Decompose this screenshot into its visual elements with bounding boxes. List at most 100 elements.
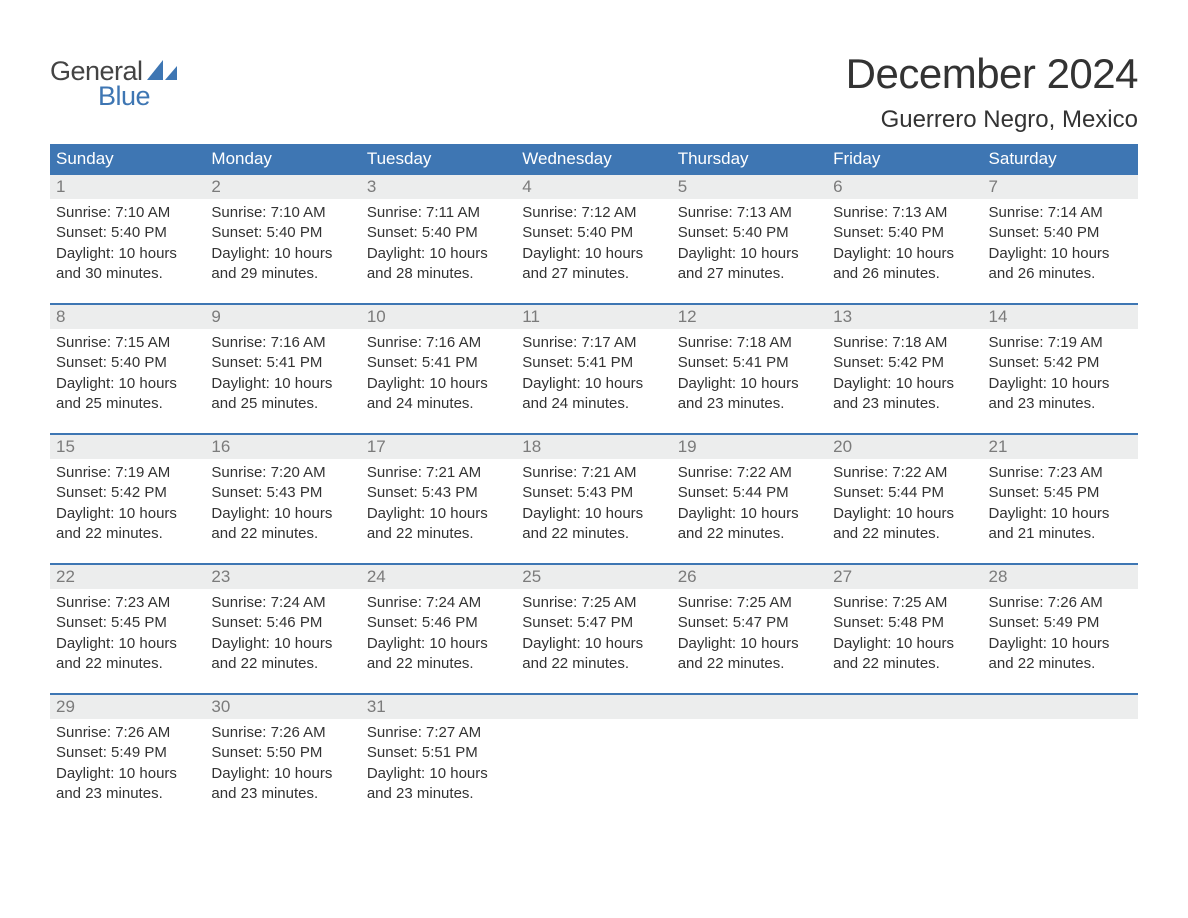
day-cell: 17Sunrise: 7:21 AMSunset: 5:43 PMDayligh…	[361, 435, 516, 563]
day-cell: 4Sunrise: 7:12 AMSunset: 5:40 PMDaylight…	[516, 175, 671, 303]
sunrise-line: Sunrise: 7:14 AM	[989, 203, 1132, 223]
empty-day-bar	[983, 695, 1138, 719]
day-body: Sunrise: 7:16 AMSunset: 5:41 PMDaylight:…	[205, 329, 360, 414]
daylight-line-1: Daylight: 10 hours	[367, 374, 510, 394]
daylight-line-1: Daylight: 10 hours	[211, 374, 354, 394]
sunrise-line: Sunrise: 7:24 AM	[211, 593, 354, 613]
week-row: 15Sunrise: 7:19 AMSunset: 5:42 PMDayligh…	[50, 433, 1138, 563]
day-body: Sunrise: 7:26 AMSunset: 5:50 PMDaylight:…	[205, 719, 360, 804]
daylight-line-1: Daylight: 10 hours	[989, 634, 1132, 654]
day-cell: 28Sunrise: 7:26 AMSunset: 5:49 PMDayligh…	[983, 565, 1138, 693]
empty-day-bar	[672, 695, 827, 719]
day-cell: 23Sunrise: 7:24 AMSunset: 5:46 PMDayligh…	[205, 565, 360, 693]
day-number: 3	[361, 175, 516, 199]
sunset-line: Sunset: 5:42 PM	[989, 353, 1132, 373]
day-cell: 8Sunrise: 7:15 AMSunset: 5:40 PMDaylight…	[50, 305, 205, 433]
daylight-line-1: Daylight: 10 hours	[678, 244, 821, 264]
sunset-line: Sunset: 5:40 PM	[211, 223, 354, 243]
day-cell: 30Sunrise: 7:26 AMSunset: 5:50 PMDayligh…	[205, 695, 360, 823]
day-cell: 31Sunrise: 7:27 AMSunset: 5:51 PMDayligh…	[361, 695, 516, 823]
daylight-line-2: and 25 minutes.	[56, 394, 199, 414]
sunset-line: Sunset: 5:41 PM	[211, 353, 354, 373]
day-number: 21	[983, 435, 1138, 459]
day-number: 15	[50, 435, 205, 459]
sunrise-line: Sunrise: 7:13 AM	[833, 203, 976, 223]
weekday-monday: Monday	[205, 144, 360, 175]
day-body: Sunrise: 7:25 AMSunset: 5:48 PMDaylight:…	[827, 589, 982, 674]
sunset-line: Sunset: 5:40 PM	[56, 223, 199, 243]
sunset-line: Sunset: 5:43 PM	[211, 483, 354, 503]
week-row: 8Sunrise: 7:15 AMSunset: 5:40 PMDaylight…	[50, 303, 1138, 433]
day-cell: 29Sunrise: 7:26 AMSunset: 5:49 PMDayligh…	[50, 695, 205, 823]
day-body: Sunrise: 7:22 AMSunset: 5:44 PMDaylight:…	[827, 459, 982, 544]
day-body: Sunrise: 7:20 AMSunset: 5:43 PMDaylight:…	[205, 459, 360, 544]
day-cell	[827, 695, 982, 823]
month-title: December 2024	[846, 50, 1138, 98]
daylight-line-2: and 22 minutes.	[678, 524, 821, 544]
sunset-line: Sunset: 5:42 PM	[56, 483, 199, 503]
daylight-line-1: Daylight: 10 hours	[56, 374, 199, 394]
empty-day-bar	[516, 695, 671, 719]
sunrise-line: Sunrise: 7:20 AM	[211, 463, 354, 483]
day-body: Sunrise: 7:10 AMSunset: 5:40 PMDaylight:…	[50, 199, 205, 284]
sunrise-line: Sunrise: 7:23 AM	[56, 593, 199, 613]
day-body: Sunrise: 7:18 AMSunset: 5:42 PMDaylight:…	[827, 329, 982, 414]
daylight-line-1: Daylight: 10 hours	[522, 244, 665, 264]
logo-text-blue: Blue	[98, 81, 177, 112]
day-number: 16	[205, 435, 360, 459]
daylight-line-2: and 29 minutes.	[211, 264, 354, 284]
day-cell: 25Sunrise: 7:25 AMSunset: 5:47 PMDayligh…	[516, 565, 671, 693]
day-body: Sunrise: 7:10 AMSunset: 5:40 PMDaylight:…	[205, 199, 360, 284]
day-number: 18	[516, 435, 671, 459]
week-row: 1Sunrise: 7:10 AMSunset: 5:40 PMDaylight…	[50, 175, 1138, 303]
week-row: 29Sunrise: 7:26 AMSunset: 5:49 PMDayligh…	[50, 693, 1138, 823]
sunrise-line: Sunrise: 7:18 AM	[678, 333, 821, 353]
sunrise-line: Sunrise: 7:26 AM	[56, 723, 199, 743]
day-cell: 20Sunrise: 7:22 AMSunset: 5:44 PMDayligh…	[827, 435, 982, 563]
location-subtitle: Guerrero Negro, Mexico	[846, 106, 1138, 134]
sunrise-line: Sunrise: 7:23 AM	[989, 463, 1132, 483]
sunset-line: Sunset: 5:41 PM	[522, 353, 665, 373]
day-number: 10	[361, 305, 516, 329]
daylight-line-2: and 23 minutes.	[211, 784, 354, 804]
sunset-line: Sunset: 5:41 PM	[678, 353, 821, 373]
daylight-line-2: and 24 minutes.	[367, 394, 510, 414]
day-cell: 7Sunrise: 7:14 AMSunset: 5:40 PMDaylight…	[983, 175, 1138, 303]
daylight-line-1: Daylight: 10 hours	[522, 374, 665, 394]
sunrise-line: Sunrise: 7:15 AM	[56, 333, 199, 353]
daylight-line-1: Daylight: 10 hours	[833, 634, 976, 654]
sunrise-line: Sunrise: 7:18 AM	[833, 333, 976, 353]
day-number: 22	[50, 565, 205, 589]
daylight-line-2: and 23 minutes.	[989, 394, 1132, 414]
sunset-line: Sunset: 5:40 PM	[833, 223, 976, 243]
day-cell: 6Sunrise: 7:13 AMSunset: 5:40 PMDaylight…	[827, 175, 982, 303]
day-cell: 2Sunrise: 7:10 AMSunset: 5:40 PMDaylight…	[205, 175, 360, 303]
daylight-line-2: and 22 minutes.	[678, 654, 821, 674]
sunrise-line: Sunrise: 7:21 AM	[367, 463, 510, 483]
sunset-line: Sunset: 5:48 PM	[833, 613, 976, 633]
sunset-line: Sunset: 5:47 PM	[678, 613, 821, 633]
sunrise-line: Sunrise: 7:27 AM	[367, 723, 510, 743]
daylight-line-2: and 22 minutes.	[833, 524, 976, 544]
daylight-line-2: and 22 minutes.	[989, 654, 1132, 674]
daylight-line-2: and 27 minutes.	[522, 264, 665, 284]
daylight-line-2: and 23 minutes.	[367, 784, 510, 804]
day-number: 12	[672, 305, 827, 329]
day-body: Sunrise: 7:27 AMSunset: 5:51 PMDaylight:…	[361, 719, 516, 804]
sunrise-line: Sunrise: 7:13 AM	[678, 203, 821, 223]
sunset-line: Sunset: 5:42 PM	[833, 353, 976, 373]
day-cell: 15Sunrise: 7:19 AMSunset: 5:42 PMDayligh…	[50, 435, 205, 563]
sunrise-line: Sunrise: 7:24 AM	[367, 593, 510, 613]
daylight-line-1: Daylight: 10 hours	[367, 504, 510, 524]
daylight-line-1: Daylight: 10 hours	[678, 504, 821, 524]
sail-icon	[147, 60, 177, 80]
day-number: 31	[361, 695, 516, 719]
daylight-line-1: Daylight: 10 hours	[56, 244, 199, 264]
sunset-line: Sunset: 5:44 PM	[833, 483, 976, 503]
daylight-line-2: and 25 minutes.	[211, 394, 354, 414]
day-cell: 27Sunrise: 7:25 AMSunset: 5:48 PMDayligh…	[827, 565, 982, 693]
sunset-line: Sunset: 5:40 PM	[989, 223, 1132, 243]
daylight-line-2: and 22 minutes.	[56, 524, 199, 544]
sunset-line: Sunset: 5:40 PM	[56, 353, 199, 373]
day-number: 11	[516, 305, 671, 329]
